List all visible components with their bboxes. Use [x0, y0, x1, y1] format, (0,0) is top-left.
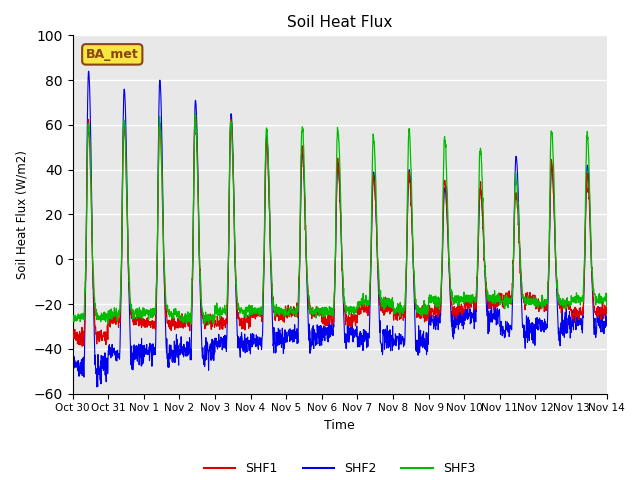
X-axis label: Time: Time: [324, 419, 355, 432]
SHF2: [571, 319, 579, 324]
SHF3: [191, 111, 199, 117]
Title: Soil Heat Flux: Soil Heat Flux: [287, 15, 392, 30]
SHF3: [556, 301, 564, 307]
SHF3: [205, 322, 212, 328]
SHF1: [191, 116, 199, 121]
SHF2: [556, 332, 564, 338]
SHF1: [367, 255, 374, 261]
Line: SHF3: SHF3: [72, 114, 607, 325]
SHF3: [495, 298, 503, 303]
SHF1: [603, 310, 611, 316]
SHF2: [355, 333, 363, 338]
SHF1: [218, 318, 226, 324]
SHF2: [367, 264, 374, 270]
SHF1: [68, 324, 76, 330]
SHF3: [218, 312, 226, 318]
SHF2: [495, 307, 503, 313]
SHF2: [68, 364, 76, 370]
Y-axis label: Soil Heat Flux (W/m2): Soil Heat Flux (W/m2): [15, 150, 28, 279]
SHF3: [571, 299, 579, 304]
SHF2: [93, 384, 100, 390]
Legend: SHF1, SHF2, SHF3: SHF1, SHF2, SHF3: [199, 457, 480, 480]
SHF1: [78, 343, 86, 349]
SHF1: [355, 304, 363, 310]
SHF2: [218, 341, 226, 347]
SHF2: [84, 68, 92, 74]
Line: SHF2: SHF2: [72, 71, 607, 387]
SHF3: [603, 302, 611, 308]
SHF3: [367, 263, 374, 269]
Text: BA_met: BA_met: [86, 48, 139, 61]
Line: SHF1: SHF1: [72, 119, 607, 346]
SHF1: [495, 302, 503, 308]
SHF3: [355, 300, 363, 306]
SHF3: [68, 313, 76, 319]
SHF1: [571, 311, 579, 317]
SHF1: [556, 301, 564, 307]
SHF2: [603, 313, 611, 319]
